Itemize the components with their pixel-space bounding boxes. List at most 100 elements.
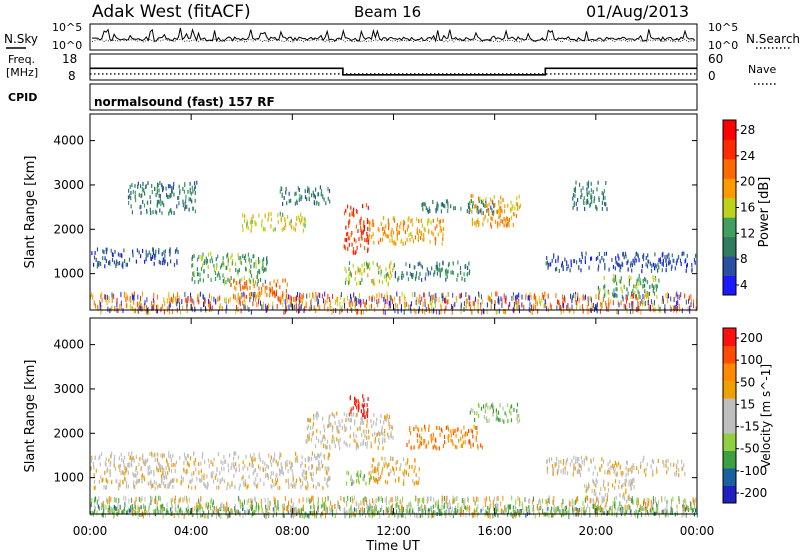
heat-cell [506,222,508,227]
heat-cell [673,259,675,263]
heat-cell [623,284,625,289]
heat-cell [404,514,406,519]
heat-cell [471,209,473,214]
heat-cell [383,461,385,466]
heat-cell [301,455,303,460]
heat-cell [282,296,284,302]
heat-cell [560,459,562,464]
heat-cell [130,190,132,195]
heat-cell [369,224,371,229]
heat-cell [493,204,495,209]
heat-cell [275,506,277,512]
heat-cell [611,257,613,262]
heat-cell [176,301,178,307]
heat-cell [635,509,637,515]
heat-cell [253,480,255,485]
heat-cell [332,434,334,439]
heat-cell [449,512,451,518]
heat-cell [634,284,636,289]
heat-cell [500,195,502,200]
heat-cell [431,230,433,235]
heat-cell [591,302,593,308]
heat-cell [568,308,570,314]
heat-cell [668,293,669,299]
heat-cell [641,301,643,307]
heat-cell [389,238,391,243]
heat-cell [358,237,360,242]
heat-cell [326,445,328,450]
heat-cell [164,301,166,307]
heat-cell [244,293,246,298]
heat-cell [264,289,266,294]
heat-cell [116,302,118,308]
heat-cell [166,462,169,467]
heat-cell [684,293,686,299]
heat-cell [435,445,437,450]
heat-cell [410,301,412,307]
heat-cell [92,510,94,515]
heat-cell [112,510,114,515]
heat-cell [217,478,219,482]
heat-cell [359,513,361,517]
heat-cell [292,504,294,510]
heat-cell [452,498,454,504]
heat-cell [593,196,596,201]
heat-cell [250,498,252,504]
heat-cell [236,304,237,310]
heat-cell [343,507,345,513]
heat-cell [196,180,198,185]
heat-cell [417,480,420,485]
heat-cell [603,479,605,484]
heat-cell [584,206,586,211]
heat-cell [523,304,525,310]
heat-cell [451,270,453,275]
heat-cell [234,451,236,456]
heat-cell [163,297,165,303]
heat-cell [598,264,600,269]
heat-cell [102,477,104,482]
heat-cell [417,508,419,514]
heat-cell [667,512,669,518]
heat-cell [419,261,421,266]
heat-cell [314,444,317,449]
heat-cell [562,297,564,303]
heat-cell [202,513,204,518]
heat-cell [605,492,607,497]
heat-cell [339,305,341,311]
heat-cell [385,479,387,484]
heat-cell [125,297,127,302]
heat-cell [276,504,278,510]
heat-cell [143,503,144,509]
heat-cell [406,443,408,447]
heat-cell [184,291,186,297]
heat-cell [135,466,137,470]
heat-cell [363,508,365,512]
heat-cell [526,506,528,512]
heat-cell [662,509,664,514]
heat-cell [485,502,487,508]
heat-cell [635,258,637,263]
heat-cell [384,437,386,442]
heat-cell [356,246,358,250]
heat-cell [172,484,174,489]
heat-cell [323,428,326,433]
heat-cell [497,513,499,518]
heat-cell [577,470,579,475]
heat-cell [307,186,309,190]
heat-cell [556,461,558,466]
heat-cell [647,509,648,515]
heat-cell [591,488,593,493]
heat-cell [305,485,307,490]
heat-cell [639,300,641,306]
heat-cell [123,292,125,298]
heat-cell [203,261,205,265]
heat-cell [398,276,400,281]
heat-cell [427,221,429,226]
heat-cell [678,496,680,502]
heat-cell [375,433,378,437]
heat-cell [625,466,627,471]
heat-cell [197,507,199,512]
heat-cell [546,501,548,507]
heat-cell [392,511,394,516]
heat-cell [332,294,333,299]
